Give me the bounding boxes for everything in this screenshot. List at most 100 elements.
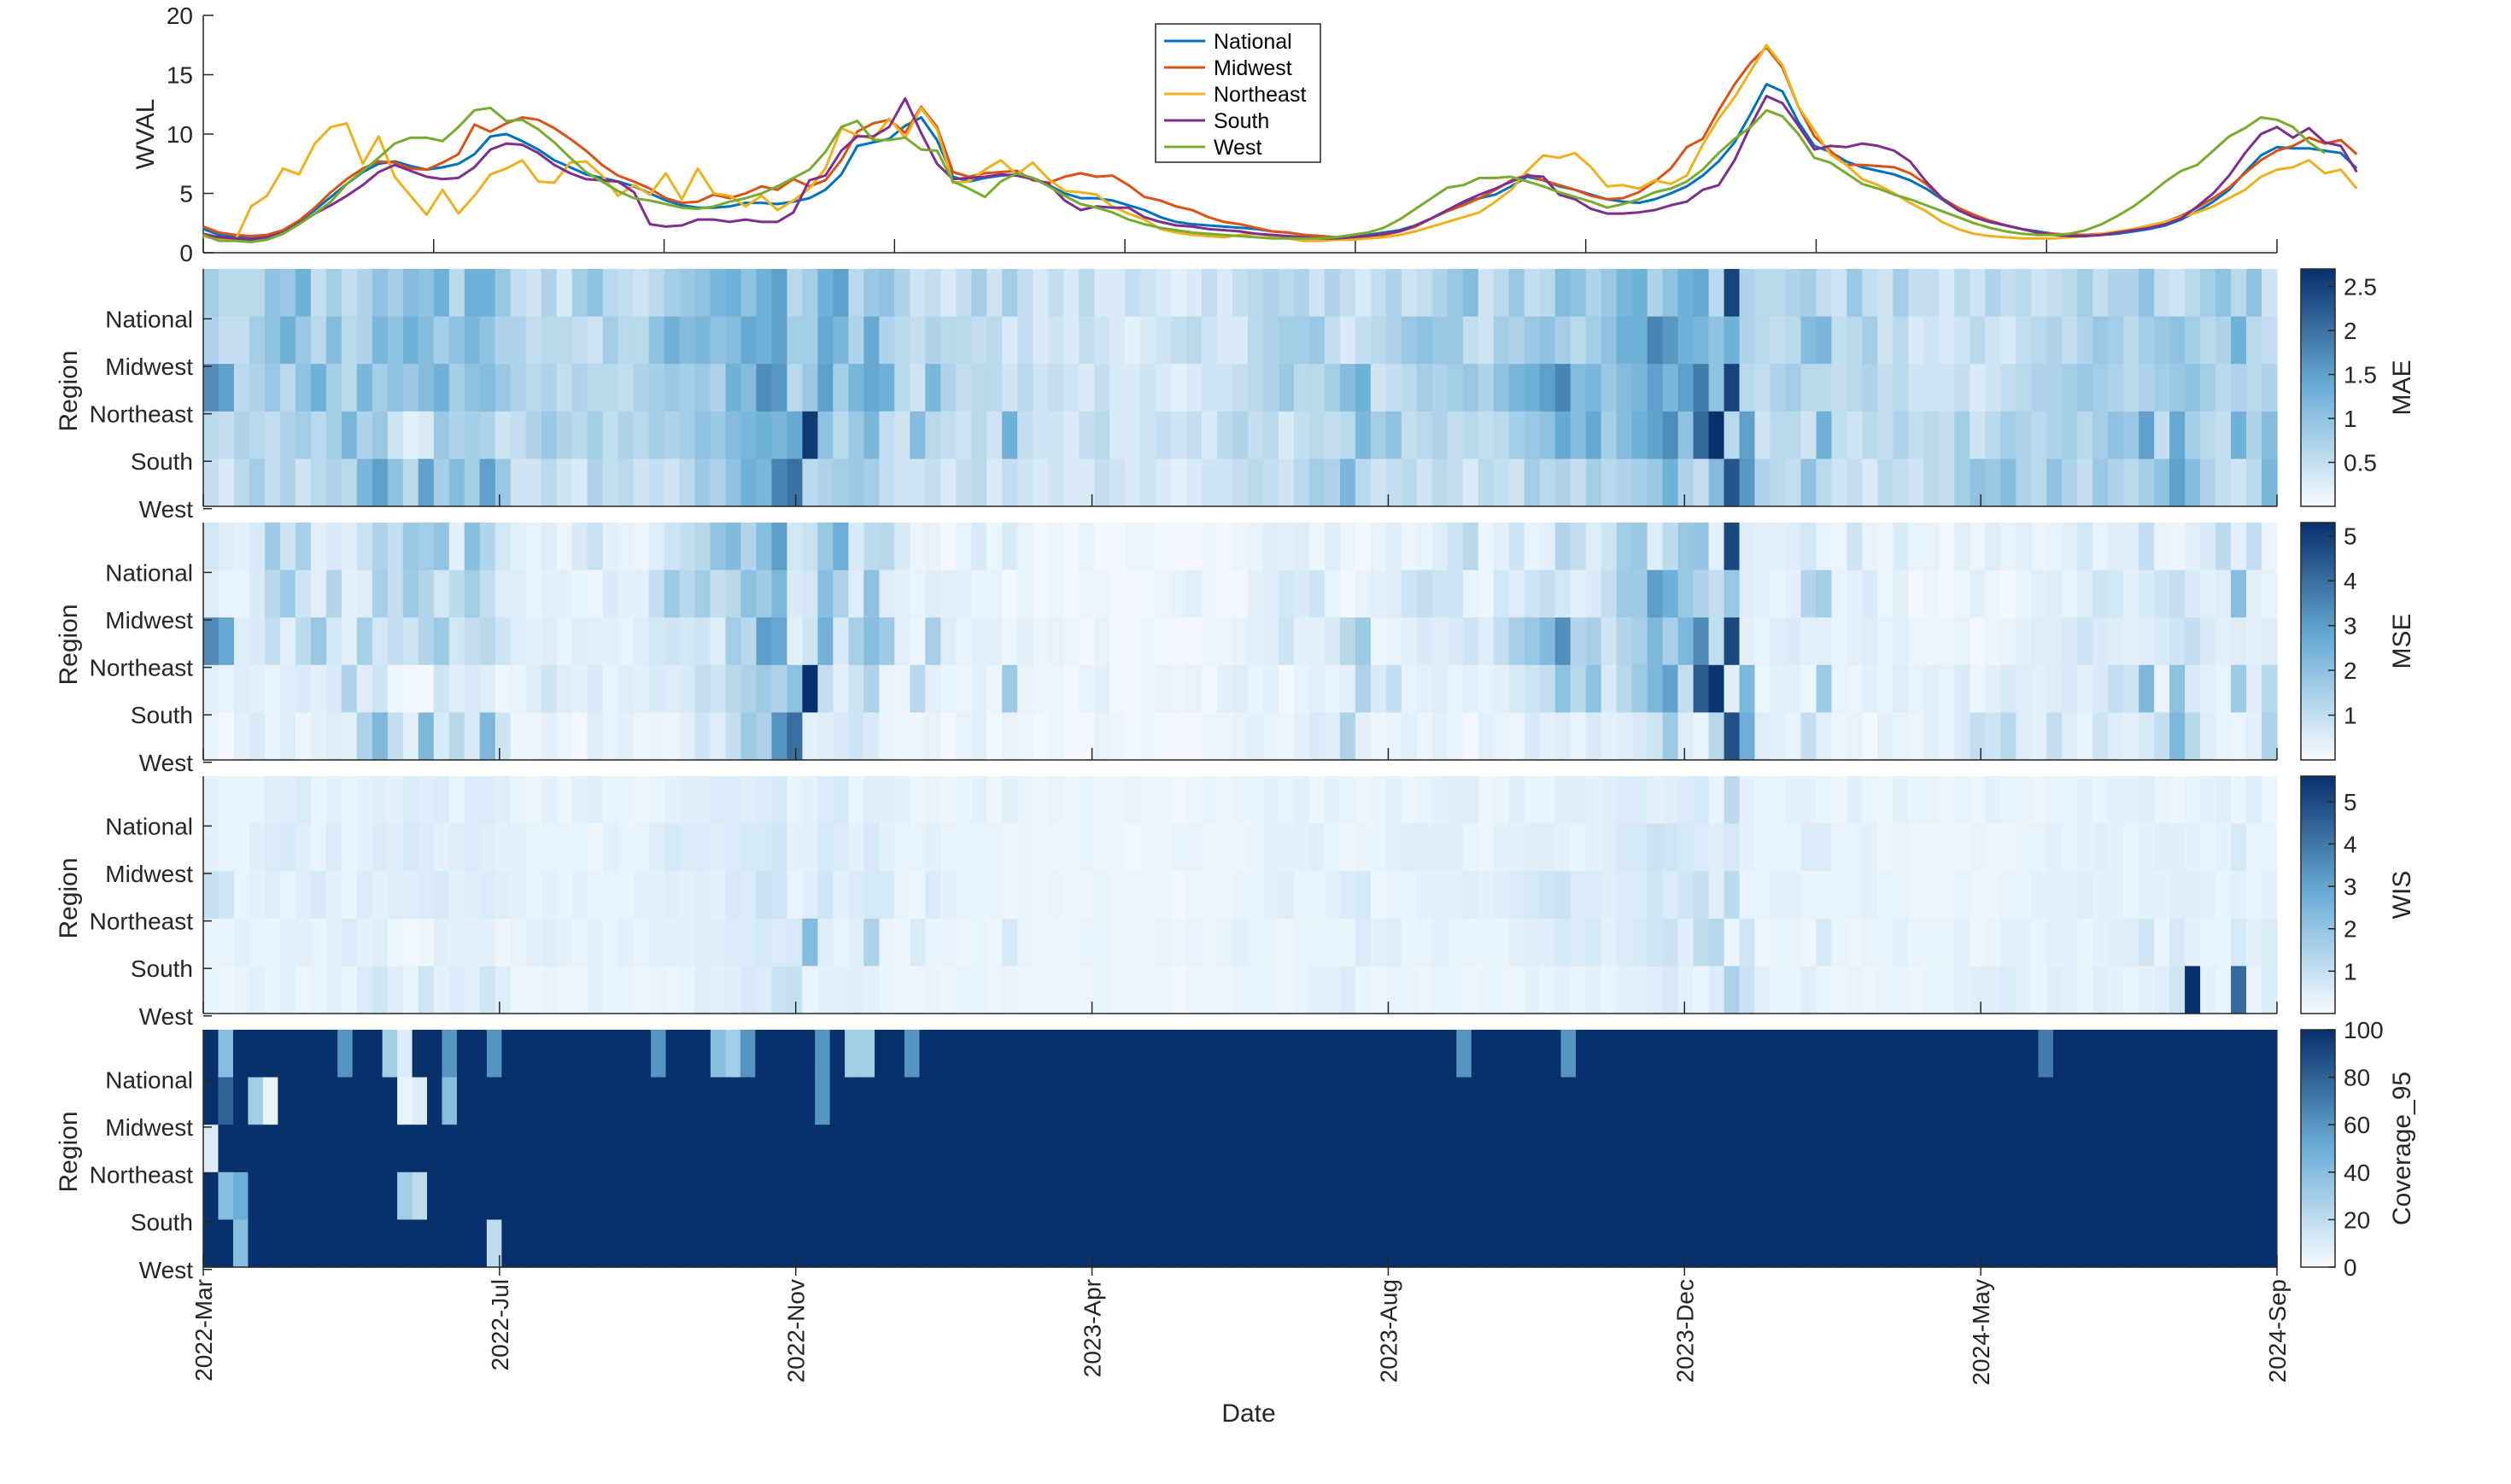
heatmap-cell [264, 823, 281, 872]
heatmap-cell [1447, 570, 1464, 618]
heatmap-cell [510, 871, 527, 920]
heatmap-cell [1401, 776, 1418, 825]
heatmap-cell [2008, 1171, 2024, 1220]
heatmap-cell [1109, 871, 1126, 920]
heatmap-cell [1739, 776, 1756, 825]
heatmap-cell [1048, 617, 1064, 666]
heatmap-cell [2169, 459, 2186, 507]
heatmap-cell [279, 776, 296, 825]
date-tick-label: 2023-Dec [1671, 1279, 1698, 1382]
heatmap-cell [322, 1125, 338, 1173]
heatmap-cell [1754, 664, 1771, 713]
heatmap-cell [1631, 712, 1648, 761]
heatmap-cell [710, 316, 727, 365]
heatmap-cell [725, 364, 742, 412]
heatmap-cell [756, 871, 773, 920]
heatmap-cell [1635, 1219, 1651, 1268]
heatmap-cell [1352, 1171, 1368, 1220]
heatmap-cell [1385, 617, 1402, 666]
heatmap-cell [1585, 269, 1602, 318]
heatmap-cell [2077, 459, 2093, 507]
heatmap-cell [1785, 823, 1802, 872]
heatmap-cell [740, 664, 758, 713]
heatmap-cell [1893, 918, 1909, 967]
heatmap-cell [1068, 1077, 1085, 1125]
heatmap-cell [971, 570, 987, 618]
heatmap-cell [2031, 523, 2047, 571]
heatmap-cell [1970, 617, 1986, 666]
heatmap-cell [785, 1219, 801, 1268]
heatmap-cell [525, 712, 542, 761]
heatmap-cell [664, 523, 681, 571]
heatmap-cell [372, 712, 389, 761]
heatmap-cell [785, 1171, 801, 1220]
heatmap-cell [1665, 1125, 1681, 1173]
heatmap-cell [1411, 1077, 1427, 1125]
heatmap-cell [1908, 269, 1924, 318]
heatmap-cell [1171, 364, 1187, 412]
heatmap-cell [571, 664, 588, 713]
heatmap-cell [382, 1125, 398, 1173]
heatmap-cell [1985, 364, 2001, 412]
heatmap-cell [1094, 617, 1110, 666]
y-tick-label: Northeast [90, 655, 194, 681]
heatmap-cell [695, 1125, 711, 1173]
heatmap-cell [1847, 712, 1863, 761]
heatmap-cell [1339, 316, 1356, 365]
heatmap-cell [725, 1077, 741, 1125]
heatmap-cell [233, 411, 250, 459]
heatmap-cell [1724, 966, 1741, 1014]
heatmap-cell [1570, 364, 1587, 412]
heatmap-cell [1493, 712, 1510, 761]
heatmap-cell [740, 316, 758, 365]
heatmap-cell [1083, 1030, 1099, 1078]
heatmap-cell [2215, 966, 2232, 1014]
heatmap-cell [725, 1219, 741, 1268]
heatmap-cell [1324, 269, 1341, 318]
heatmap-cell [1908, 664, 1924, 713]
colorbar-tick-label: 3 [2344, 613, 2357, 640]
heatmap-cell [264, 871, 281, 920]
heatmap-cell [2142, 1125, 2158, 1173]
heatmap-cell [1140, 459, 1156, 507]
heatmap-cell [1033, 459, 1049, 507]
heatmap-cell [2108, 411, 2124, 459]
heatmap-cell [464, 871, 481, 920]
heatmap-cell [1462, 316, 1479, 365]
heatmap-cell [1501, 1030, 1517, 1078]
heatmap-cell [925, 459, 941, 507]
heatmap-cell [1754, 871, 1771, 920]
heatmap-cell [1202, 871, 1218, 920]
heatmap-cell [2187, 1125, 2204, 1173]
heatmap-cell [602, 776, 619, 825]
heatmap-cell [1601, 664, 1618, 713]
heatmap-cell [1053, 1077, 1069, 1125]
heatmap-cell [618, 966, 635, 1014]
heatmap-cell [1800, 1077, 1816, 1125]
heatmap-cell [433, 966, 450, 1014]
heatmap-cell [233, 664, 250, 713]
heatmap-cell [1964, 1171, 1980, 1220]
heatmap-cell [495, 712, 512, 761]
heatmap-cell [1127, 1030, 1144, 1078]
heatmap-cell [2169, 871, 2186, 920]
heatmap-cell [1754, 269, 1771, 318]
heatmap-cell [1156, 776, 1172, 825]
heatmap-cell [1939, 570, 1955, 618]
heatmap-cell [412, 1171, 428, 1220]
heatmap-cell [2169, 269, 2186, 318]
heatmap-cell [1862, 523, 1878, 571]
heatmap-cell [1033, 776, 1049, 825]
heatmap-cell [387, 459, 404, 507]
heatmap-cell [740, 776, 758, 825]
heatmap-cell [925, 871, 941, 920]
heatmap-cell [1441, 1077, 1457, 1125]
heatmap-cell [1531, 1171, 1547, 1220]
heatmap-cell [1904, 1077, 1920, 1125]
heatmap-cell [1125, 712, 1141, 761]
heatmap-cell [2169, 823, 2186, 872]
heatmap-cell [993, 1030, 1010, 1078]
heatmap-cell [1650, 1219, 1666, 1268]
heatmap-cell [531, 1030, 547, 1078]
heatmap-cell [1862, 823, 1878, 872]
